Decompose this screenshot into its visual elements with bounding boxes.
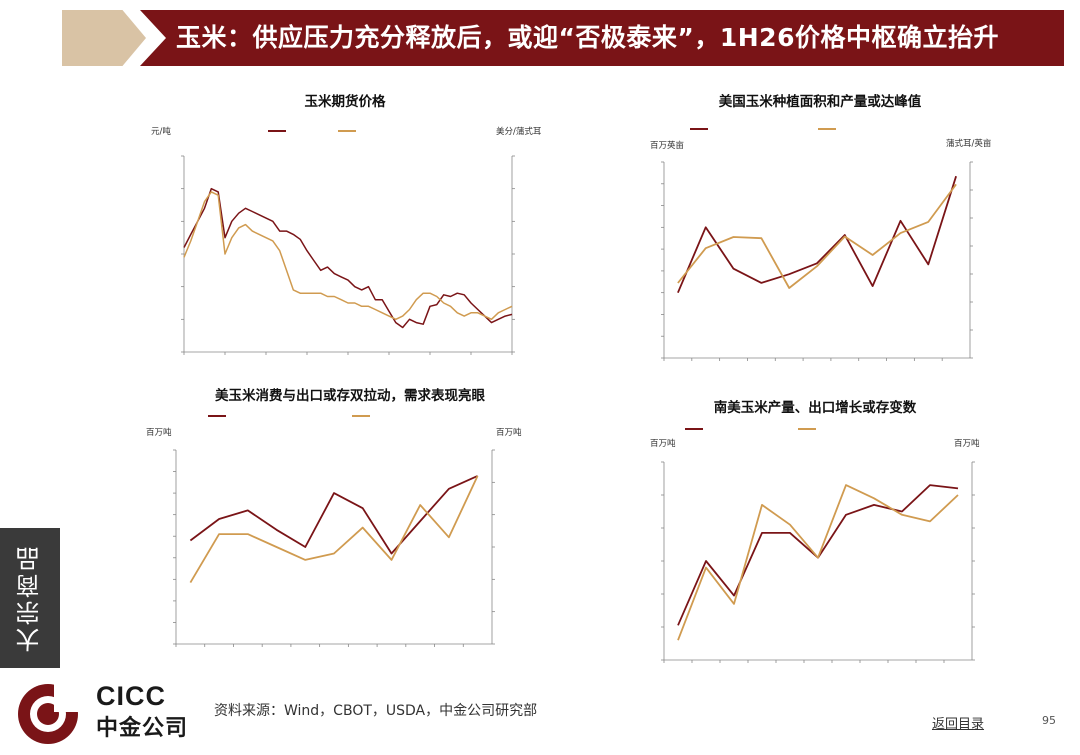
series-line-2 [183, 191, 513, 321]
title-banner [140, 10, 1064, 66]
series-line-2 [677, 183, 957, 289]
left-unit: 元/吨 [151, 126, 171, 137]
chart-corn-futures: 玉米期货价格 元/吨 美分/蒲式耳 [151, 93, 542, 355]
series-line-2 [189, 475, 479, 584]
logo-text-en: CICC [96, 681, 166, 711]
banner-accent-tab [62, 10, 146, 66]
back-to-contents-link[interactable]: 返回目录 [932, 717, 985, 732]
chart-title: 美玉米消费与出口或存双拉动，需求表现亮眼 [215, 387, 485, 404]
section-tab: 大宗商品 [0, 528, 60, 668]
left-unit: 百万英亩 [650, 140, 684, 151]
page-number: 95 [1042, 714, 1056, 727]
right-unit: 蒲式耳/英亩 [946, 138, 991, 149]
logo-text-cn: 中金公司 [96, 716, 189, 741]
series-line-2 [677, 484, 959, 641]
right-unit: 百万吨 [496, 427, 522, 438]
chart-title: 南美玉米产量、出口增长或存变数 [714, 399, 917, 416]
chart-south-america: 南美玉米产量、出口增长或存变数 百万吨 百万吨 [650, 399, 980, 663]
series-line-1 [189, 475, 478, 555]
series-line-1 [677, 175, 957, 294]
right-unit: 美分/蒲式耳 [496, 126, 542, 137]
source-note: 资料来源：Wind，CBOT，USDA，中金公司研究部 [214, 703, 538, 719]
left-unit: 百万吨 [650, 438, 676, 449]
page-title: 玉米：供应压力充分释放后，或迎“否极泰来”，1H26价格中枢确立抬升 [176, 23, 999, 52]
series-line-1 [183, 187, 513, 329]
chart-title: 玉米期货价格 [305, 93, 386, 110]
section-label: 大宗商品 [16, 544, 44, 652]
chart-title: 美国玉米种植面积和产量或达峰值 [719, 93, 922, 110]
chart-us-acreage-yield: 美国玉米种植面积和产量或达峰值 百万英亩 蒲式耳/英亩 [650, 93, 991, 361]
left-unit: 百万吨 [146, 427, 172, 438]
right-unit: 百万吨 [954, 438, 980, 449]
cicc-logo-icon [18, 684, 80, 744]
chart-us-demand: 美玉米消费与出口或存双拉动，需求表现亮眼 百万吨 百万吨 [146, 387, 522, 647]
